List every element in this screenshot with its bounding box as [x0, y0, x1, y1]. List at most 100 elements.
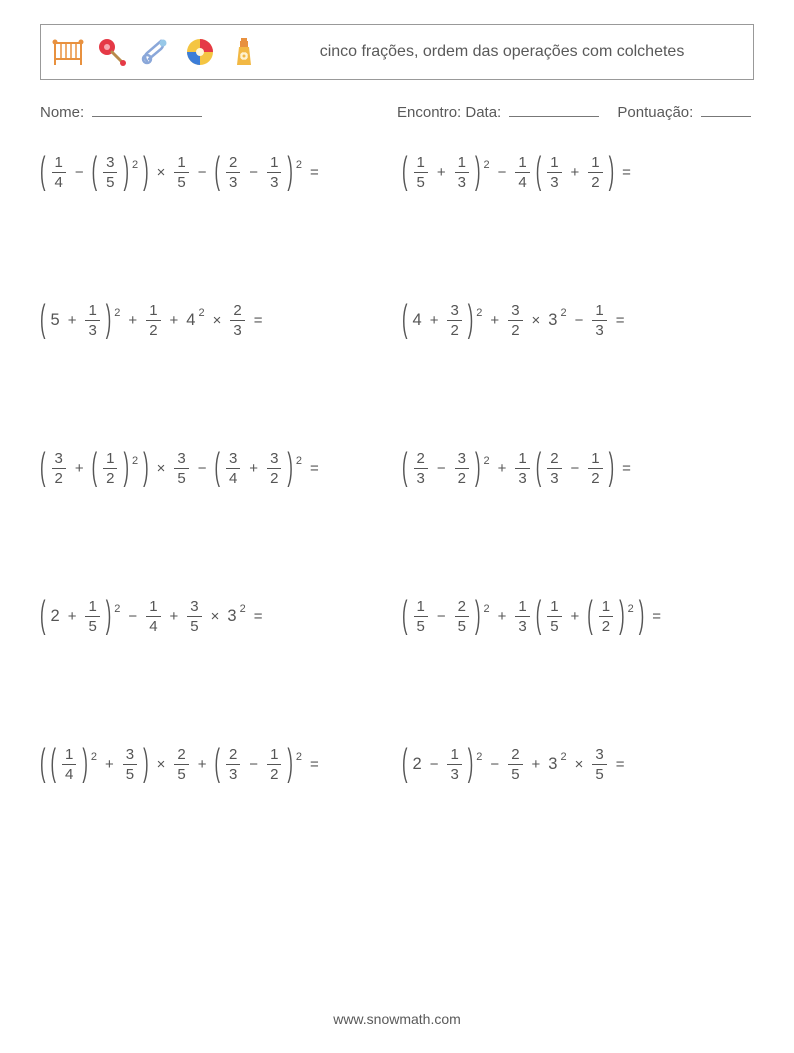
fraction: 15: [547, 599, 561, 634]
operator: +: [430, 312, 439, 329]
paren: ): [106, 299, 112, 343]
fraction: 35: [103, 155, 117, 190]
paren: ): [143, 151, 149, 195]
operator: −: [128, 608, 137, 625]
paren: ): [123, 151, 129, 195]
fraction: 13: [85, 303, 99, 338]
operator: +: [170, 312, 179, 329]
problem-cell: (5+13)2+12+42×23=: [40, 303, 392, 338]
operator: +: [105, 756, 114, 773]
fraction: 13: [547, 155, 561, 190]
operator: ×: [213, 312, 222, 329]
problem-cell: ((14)2+35)×25+(23−12)2=: [40, 747, 392, 782]
fraction: 14: [62, 747, 76, 782]
fraction: 15: [85, 599, 99, 634]
exponent: 2: [296, 751, 302, 763]
operator: +: [198, 756, 207, 773]
operator: =: [310, 460, 319, 477]
exponent: 2: [476, 307, 482, 319]
fraction: 12: [103, 451, 117, 486]
fraction: 12: [146, 303, 160, 338]
operator: ×: [157, 460, 166, 477]
paren: (: [92, 447, 98, 491]
operator: ×: [157, 756, 166, 773]
paren: (: [536, 151, 542, 195]
fraction: 14: [515, 155, 529, 190]
problem-expression: ((14)2+35)×25+(23−12)2=: [40, 747, 392, 782]
fraction: 32: [508, 303, 522, 338]
operator: +: [498, 608, 507, 625]
paren: ): [468, 299, 474, 343]
paren: ): [609, 447, 615, 491]
exponent: 2: [483, 455, 489, 467]
header-icons: [51, 35, 261, 69]
paren: ): [475, 151, 481, 195]
operator: ×: [532, 312, 541, 329]
worksheet-title: cinco frações, ordem das operações com c…: [261, 41, 743, 63]
exponent: 2: [296, 455, 302, 467]
paren: ): [287, 447, 293, 491]
problem-expression: (14−(35)2)×15−(23−13)2=: [40, 155, 392, 190]
problem-cell: (4+32)2+32×32−13=: [402, 303, 754, 338]
operator: −: [575, 312, 584, 329]
paren: (: [40, 595, 46, 639]
fraction: 13: [455, 155, 469, 190]
operator: +: [68, 608, 77, 625]
date-blank: [509, 102, 599, 117]
score-blank: [701, 102, 751, 117]
fraction: 12: [267, 747, 281, 782]
fraction: 13: [592, 303, 606, 338]
ball-icon: [183, 35, 217, 69]
operator: +: [75, 460, 84, 477]
exponent: 2: [560, 307, 566, 319]
paren: (: [402, 299, 408, 343]
operator: +: [498, 460, 507, 477]
operator: =: [652, 608, 661, 625]
score-field: Pontuação:: [617, 102, 751, 121]
fraction: 25: [508, 747, 522, 782]
fraction: 12: [588, 155, 602, 190]
exponent: 2: [628, 603, 634, 615]
operator: −: [437, 460, 446, 477]
operator: +: [532, 756, 541, 773]
paren: (: [214, 151, 220, 195]
fraction: 23: [547, 451, 561, 486]
exponent: 2: [114, 603, 120, 615]
fraction: 32: [455, 451, 469, 486]
paren: (: [402, 743, 408, 787]
problem-cell: (14−(35)2)×15−(23−13)2=: [40, 155, 392, 190]
paren: (: [402, 595, 408, 639]
fraction: 32: [52, 451, 66, 486]
operator: +: [571, 608, 580, 625]
problem-expression: (4+32)2+32×32−13=: [402, 303, 754, 338]
problems-grid: (14−(35)2)×15−(23−13)2=(15+13)2−14(13+12…: [40, 155, 754, 782]
operator: +: [249, 460, 258, 477]
name-field: Nome:: [40, 102, 397, 121]
fraction: 12: [599, 599, 613, 634]
fraction: 34: [226, 451, 240, 486]
problem-cell: (2−13)2−25+32×35=: [402, 747, 754, 782]
fraction: 15: [414, 155, 428, 190]
paren: (: [214, 447, 220, 491]
fraction: 13: [515, 451, 529, 486]
paren: (: [40, 151, 46, 195]
operator: −: [75, 164, 84, 181]
paren: ): [609, 151, 615, 195]
problem-expression: (2+15)2−14+35×32=: [40, 599, 392, 634]
paren: (: [402, 447, 408, 491]
paren: ): [287, 151, 293, 195]
paren: (: [587, 595, 593, 639]
problem-cell: (15−25)2+13(15+(12)2)=: [402, 599, 754, 634]
score-label: Pontuação:: [617, 104, 693, 121]
exponent: 2: [560, 751, 566, 763]
number: 3: [548, 755, 557, 774]
operator: +: [571, 164, 580, 181]
paren: ): [639, 595, 645, 639]
number: 2: [51, 607, 60, 626]
operator: =: [622, 460, 631, 477]
paren: ): [143, 743, 149, 787]
crib-icon: [51, 35, 85, 69]
exponent: 2: [198, 307, 204, 319]
operator: +: [437, 164, 446, 181]
paren: (: [214, 743, 220, 787]
